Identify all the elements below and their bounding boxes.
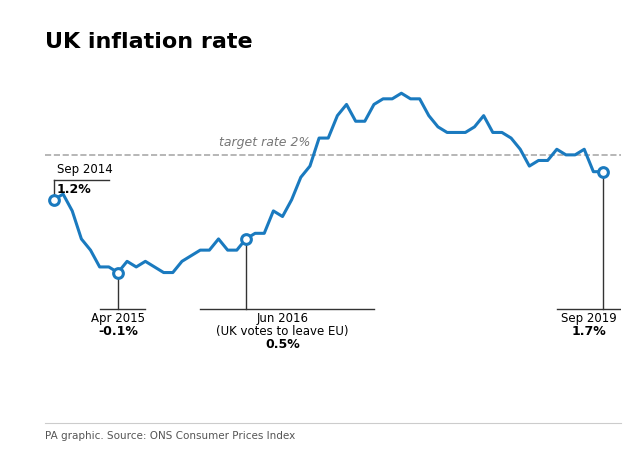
Text: PA graphic. Source: ONS Consumer Prices Index: PA graphic. Source: ONS Consumer Prices … [45,431,295,441]
Text: UK inflation rate: UK inflation rate [45,32,252,51]
Text: Sep 2019: Sep 2019 [561,312,617,325]
Text: Jun 2016: Jun 2016 [257,312,308,325]
Text: 1.7%: 1.7% [572,324,606,338]
Text: 0.5%: 0.5% [265,338,300,351]
Text: Sep 2014: Sep 2014 [57,162,113,176]
Text: target rate 2%: target rate 2% [218,136,310,149]
Text: 1.2%: 1.2% [57,183,92,196]
Text: (UK votes to leave EU): (UK votes to leave EU) [216,324,349,338]
Text: -0.1%: -0.1% [98,324,138,338]
Text: Apr 2015: Apr 2015 [91,312,145,325]
